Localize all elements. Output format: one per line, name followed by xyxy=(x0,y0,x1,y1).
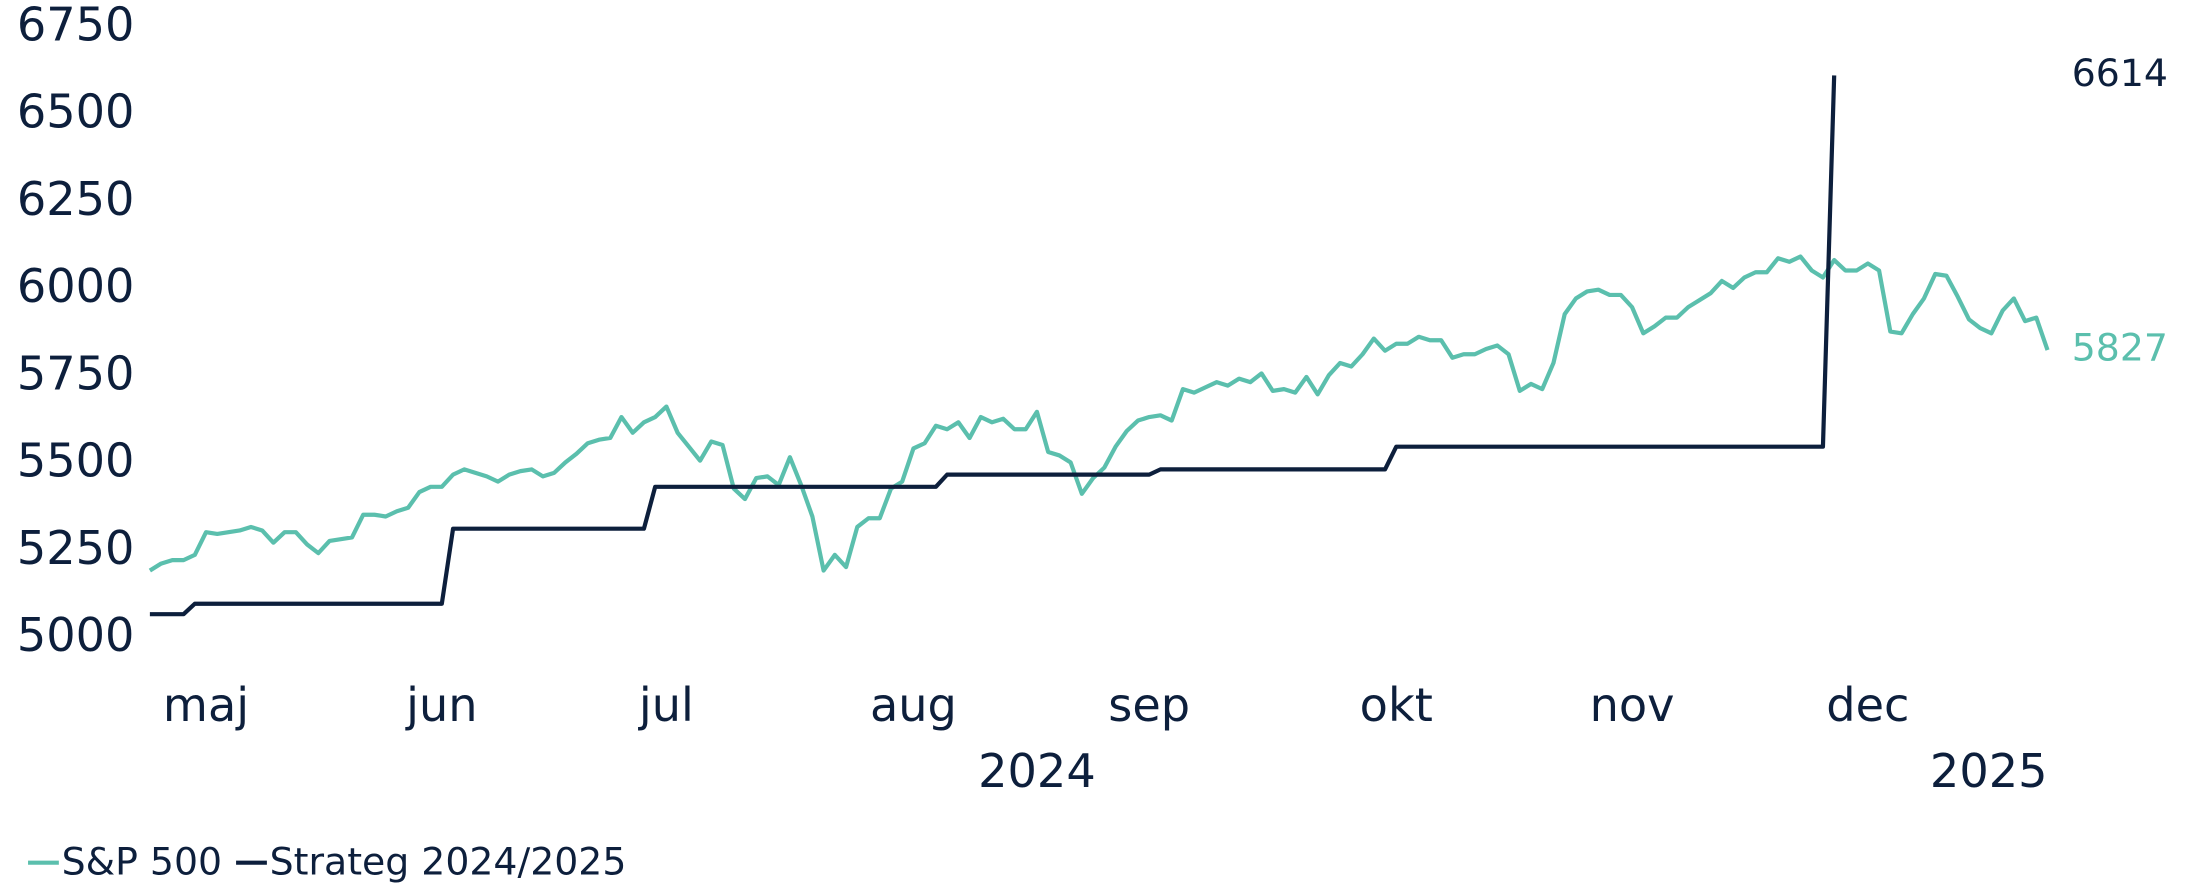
x-tick-label: aug xyxy=(870,678,957,732)
legend-label: S&P 500 xyxy=(62,840,222,884)
x-year-label: 2024 xyxy=(978,744,1096,798)
x-tick-label: sep xyxy=(1108,678,1190,732)
x-year-label: 2025 xyxy=(1930,744,2048,798)
end-value-label: 6614 xyxy=(2072,51,2168,95)
x-tick-label: dec xyxy=(1826,678,1909,732)
y-tick-label: 6500 xyxy=(17,85,135,139)
y-tick-label: 5000 xyxy=(17,608,135,662)
end-value-label: 5827 xyxy=(2072,326,2168,370)
legend-label: Strateg 2024/2025 xyxy=(270,840,627,884)
y-tick-label: 6000 xyxy=(17,259,135,313)
x-tick-label: jul xyxy=(638,678,694,732)
legend: S&P 500 Strateg 2024/2025 xyxy=(28,840,626,884)
x-tick-label: jun xyxy=(405,678,477,732)
x-tick-label: okt xyxy=(1360,678,1433,732)
line-series xyxy=(149,75,1837,617)
y-tick-label: 5250 xyxy=(17,521,135,575)
x-tick-label: maj xyxy=(163,678,249,732)
y-tick-label: 5500 xyxy=(17,434,135,488)
y-tick-label: 6250 xyxy=(17,172,135,226)
x-tick-label: nov xyxy=(1590,678,1675,732)
y-tick-label: 5750 xyxy=(17,346,135,400)
line-series xyxy=(148,254,2050,573)
y-tick-label: 6750 xyxy=(17,0,135,52)
